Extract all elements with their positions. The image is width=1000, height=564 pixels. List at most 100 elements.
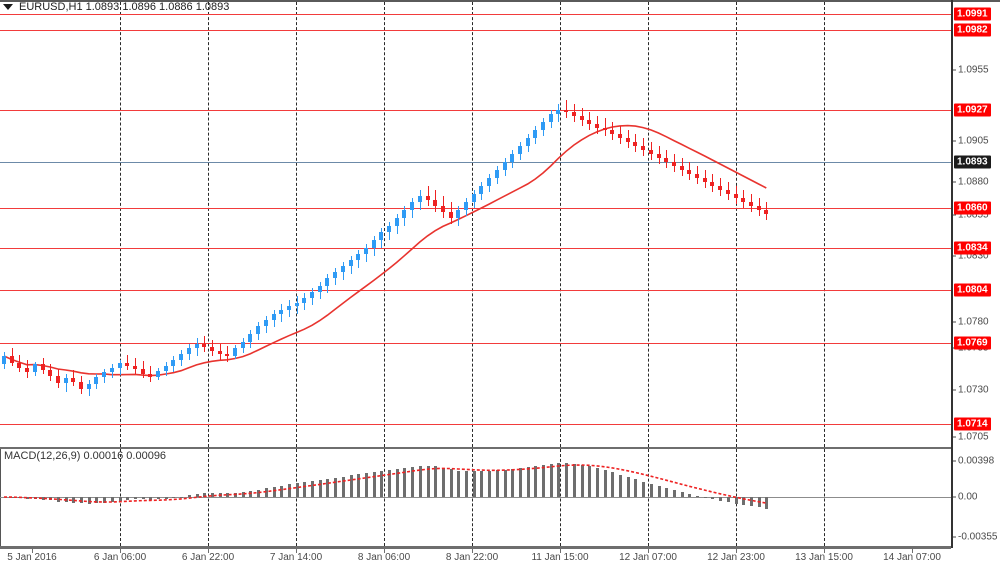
candle-body[interactable]	[171, 360, 175, 366]
candle-body[interactable]	[587, 120, 591, 124]
candle-body[interactable]	[325, 278, 329, 286]
candle-body[interactable]	[210, 347, 214, 351]
candle-body[interactable]	[402, 210, 406, 218]
candle-body[interactable]	[318, 286, 322, 292]
candle-body[interactable]	[472, 194, 476, 202]
candle-body[interactable]	[133, 366, 137, 369]
candle-body[interactable]	[17, 363, 21, 368]
candle-body[interactable]	[64, 378, 68, 383]
candle-body[interactable]	[633, 142, 637, 146]
candle-body[interactable]	[580, 116, 584, 120]
level-tag-1-0927[interactable]: 1.0927	[954, 103, 991, 117]
candle-body[interactable]	[456, 210, 460, 218]
candle-body[interactable]	[441, 206, 445, 212]
pane-divider[interactable]	[0, 447, 951, 449]
candle-body[interactable]	[79, 382, 83, 389]
candle-body[interactable]	[510, 154, 514, 162]
candle-body[interactable]	[495, 170, 499, 178]
candle-body[interactable]	[564, 110, 568, 112]
candle-body[interactable]	[71, 378, 75, 382]
candle-body[interactable]	[356, 254, 360, 260]
candle-body[interactable]	[102, 372, 106, 377]
candle-body[interactable]	[603, 128, 607, 130]
level-tag-1-0714[interactable]: 1.0714	[954, 417, 991, 431]
candle-body[interactable]	[218, 351, 222, 354]
candle-body[interactable]	[187, 348, 191, 354]
candle-body[interactable]	[25, 368, 29, 372]
candle-body[interactable]	[118, 363, 122, 368]
candle-body[interactable]	[595, 124, 599, 128]
level-tag-1-0860[interactable]: 1.0860	[954, 201, 991, 215]
level-line-1-0991[interactable]	[0, 14, 951, 15]
candle-body[interactable]	[641, 146, 645, 150]
level-line-1-0804[interactable]	[0, 290, 951, 291]
candle-body[interactable]	[503, 162, 507, 170]
candle-body[interactable]	[426, 196, 430, 200]
candle-body[interactable]	[179, 354, 183, 360]
price-axis[interactable]: 1.0955 1.0905 1.0880 1.0855 1.0830 1.0780 1.07…	[953, 0, 1000, 564]
level-tag-1-0769[interactable]: 1.0769	[954, 336, 991, 350]
candle-body[interactable]	[695, 174, 699, 178]
level-tag-1-0982[interactable]: 1.0982	[954, 23, 991, 37]
candle-body[interactable]	[649, 150, 653, 154]
candle-body[interactable]	[202, 344, 206, 347]
candle-body[interactable]	[626, 138, 630, 142]
price-chart-pane[interactable]	[0, 2, 951, 447]
candle-body[interactable]	[703, 178, 707, 182]
level-line-1-0834[interactable]	[0, 248, 951, 249]
level-line-1-0982[interactable]	[0, 30, 951, 31]
candle-body[interactable]	[341, 266, 345, 272]
candle-body[interactable]	[164, 366, 168, 371]
candle-body[interactable]	[87, 384, 91, 389]
macd-indicator-pane[interactable]	[0, 449, 951, 546]
candle-body[interactable]	[764, 210, 768, 214]
candle-body[interactable]	[749, 202, 753, 206]
candle-body[interactable]	[287, 306, 291, 310]
dropdown-triangle-icon[interactable]	[3, 4, 13, 10]
candle-body[interactable]	[726, 190, 730, 194]
candle-body[interactable]	[364, 248, 368, 254]
candle-body[interactable]	[302, 298, 306, 303]
candle-body[interactable]	[610, 130, 614, 134]
candle-body[interactable]	[718, 186, 722, 190]
candle-body[interactable]	[757, 206, 761, 210]
candle-body[interactable]	[379, 232, 383, 240]
candle-body[interactable]	[125, 363, 129, 366]
candle-body[interactable]	[526, 138, 530, 146]
candle-body[interactable]	[657, 154, 661, 158]
candle-body[interactable]	[41, 364, 45, 370]
candle-body[interactable]	[264, 320, 268, 326]
candle-body[interactable]	[710, 182, 714, 186]
candle-body[interactable]	[680, 166, 684, 170]
candle-body[interactable]	[672, 162, 676, 166]
candle-body[interactable]	[110, 368, 114, 372]
candle-body[interactable]	[556, 110, 560, 114]
candle-body[interactable]	[295, 303, 299, 306]
level-line-1-0860[interactable]	[0, 208, 951, 209]
candle-body[interactable]	[310, 292, 314, 298]
candle-body[interactable]	[533, 130, 537, 138]
candle-body[interactable]	[272, 314, 276, 320]
candle-body[interactable]	[2, 356, 6, 364]
candle-body[interactable]	[449, 212, 453, 218]
candle-body[interactable]	[433, 200, 437, 206]
level-tag-1-0991[interactable]: 1.0991	[954, 7, 991, 21]
candle-body[interactable]	[741, 198, 745, 202]
candle-body[interactable]	[48, 370, 52, 376]
candle-body[interactable]	[618, 134, 622, 138]
candle-body[interactable]	[410, 202, 414, 210]
candle-body[interactable]	[664, 158, 668, 162]
candle-body[interactable]	[479, 186, 483, 194]
level-line-1-0714[interactable]	[0, 424, 951, 425]
candle-body[interactable]	[541, 122, 545, 130]
level-line-1-0927[interactable]	[0, 110, 951, 111]
candle-body[interactable]	[572, 112, 576, 116]
candle-body[interactable]	[141, 369, 145, 374]
time-axis[interactable]: 5 Jan 2016 6 Jan 06:00 6 Jan 22:00 7 Jan 14…	[0, 549, 951, 564]
candle-body[interactable]	[518, 146, 522, 154]
candle-body[interactable]	[233, 348, 237, 356]
candle-body[interactable]	[94, 377, 98, 384]
candle-body[interactable]	[56, 376, 60, 383]
candle-body[interactable]	[418, 196, 422, 202]
candle-body[interactable]	[687, 170, 691, 174]
